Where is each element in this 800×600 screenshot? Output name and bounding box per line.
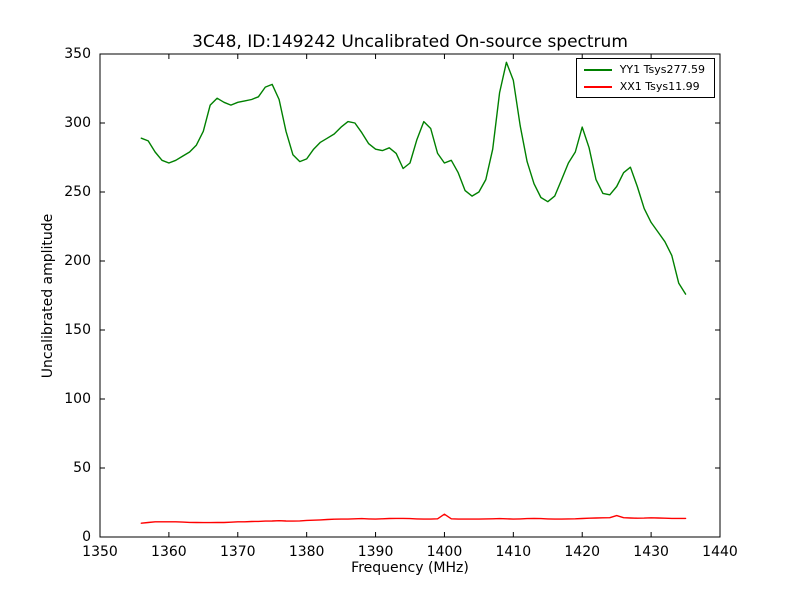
y-tick-label: 350 — [64, 46, 91, 62]
x-tick-label: 1420 — [564, 544, 601, 560]
series-line-yy1 — [140, 61, 687, 295]
legend-item-xx1: XX1 Tsys11.99 — [583, 80, 705, 93]
legend-item-yy1: YY1 Tsys277.59 — [583, 63, 705, 76]
x-tick-label: 1400 — [426, 544, 463, 560]
y-tick-label: 100 — [64, 391, 91, 407]
y-tick-label: 50 — [73, 460, 91, 476]
axes-box — [99, 53, 721, 538]
legend: YY1 Tsys277.59 XX1 Tsys11.99 — [575, 58, 715, 98]
x-tick-label: 1350 — [82, 544, 118, 560]
legend-label-yy1: YY1 Tsys277.59 — [619, 63, 705, 76]
x-tick-label: 1370 — [219, 544, 256, 560]
chart-title: 3C48, ID:149242 Uncalibrated On-source s… — [192, 32, 628, 52]
x-tick-label: 1390 — [357, 544, 394, 560]
y-axis-label: Uncalibrated amplitude — [40, 213, 56, 379]
y-tick-label: 200 — [64, 253, 91, 269]
legend-line-sample-xx1 — [583, 85, 612, 88]
x-axis-label: Frequency (MHz) — [351, 560, 469, 576]
x-tick-label: 1440 — [702, 544, 738, 560]
y-tick-label: 250 — [64, 184, 91, 200]
x-tick-label: 1410 — [495, 544, 532, 560]
x-tick-label: 1360 — [151, 544, 187, 560]
legend-label-xx1: XX1 Tsys11.99 — [619, 80, 700, 93]
x-tick-label: 1380 — [288, 544, 325, 560]
legend-line-sample-yy1 — [583, 68, 612, 71]
y-tick-label: 150 — [64, 322, 91, 338]
series-line-xx1 — [140, 513, 687, 524]
y-tick-label: 0 — [82, 529, 91, 545]
x-tick-label: 1430 — [633, 544, 669, 560]
y-tick-label: 300 — [64, 115, 91, 131]
